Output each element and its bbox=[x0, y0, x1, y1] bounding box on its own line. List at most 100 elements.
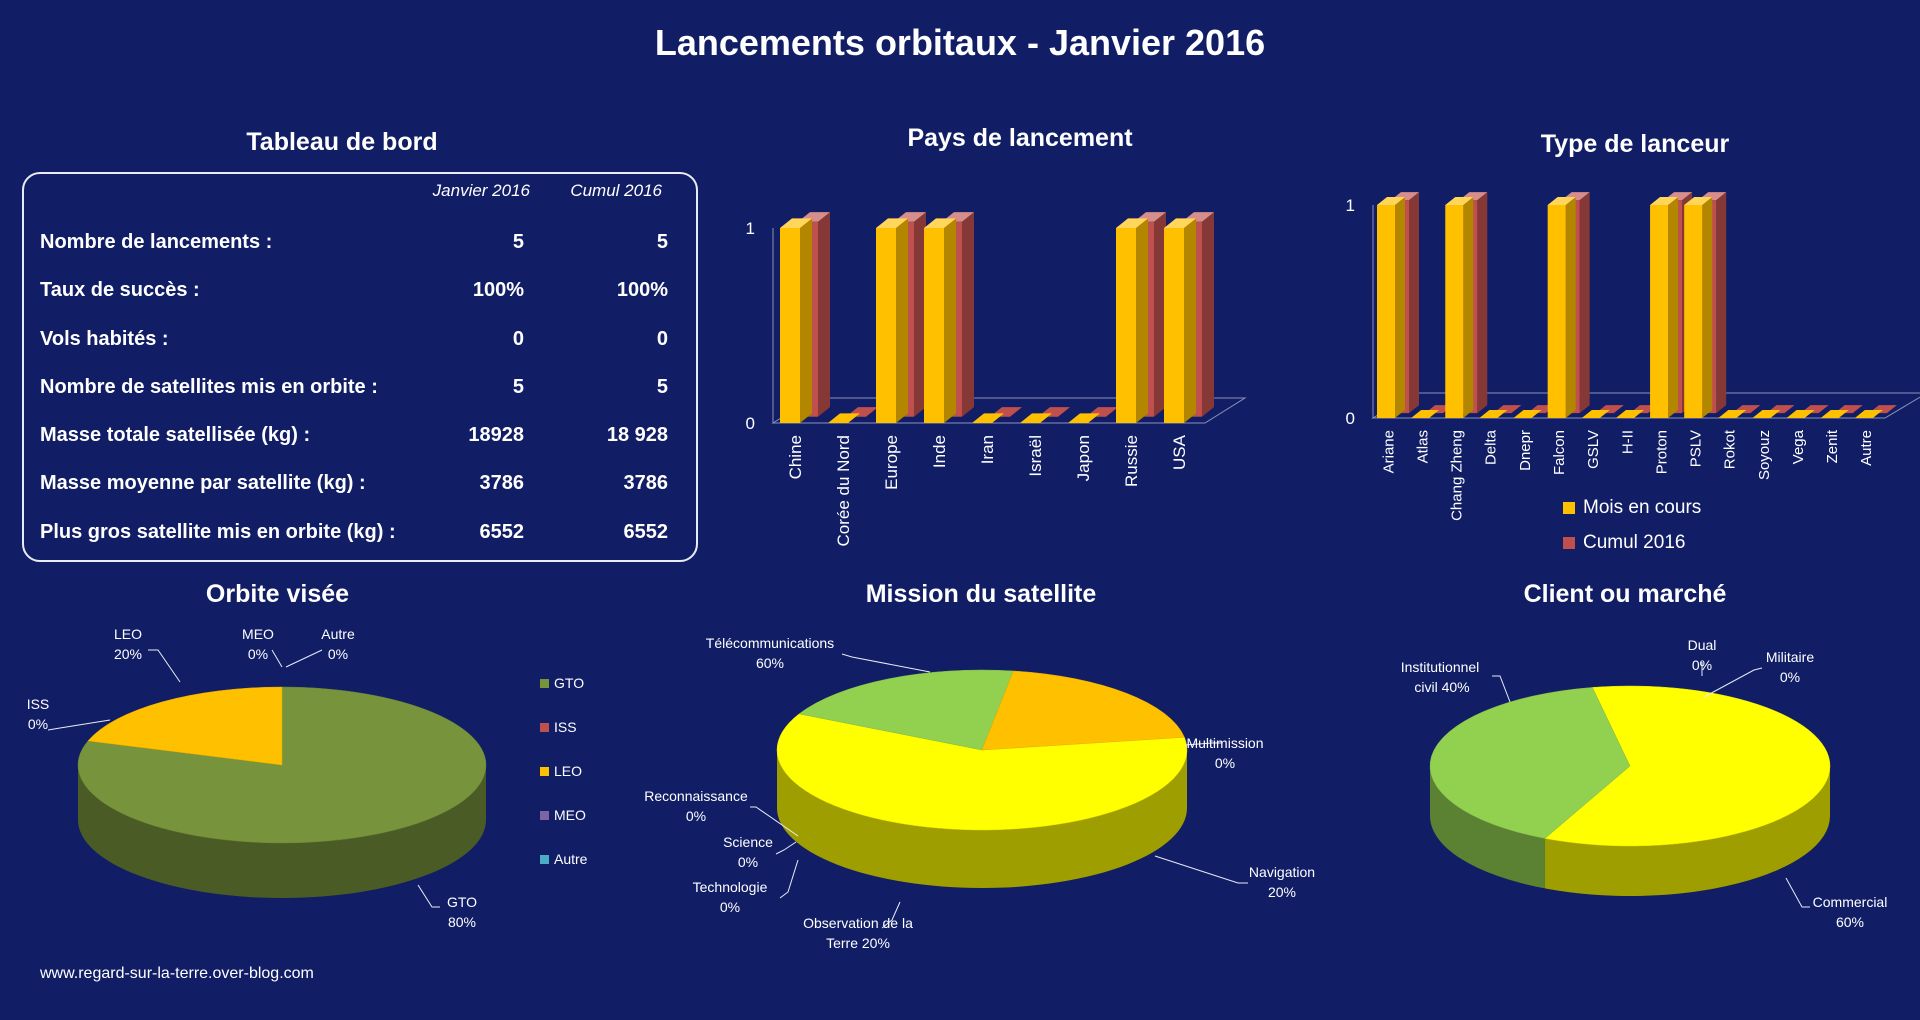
slice-label: Dual bbox=[1688, 637, 1717, 653]
slice-label: Institutionnel bbox=[1401, 659, 1480, 675]
row-jan-value: 18928 bbox=[468, 424, 524, 446]
pie-slice bbox=[776, 713, 1188, 831]
x-tick-label: Rokot bbox=[1722, 429, 1739, 469]
bar bbox=[1854, 410, 1883, 418]
x-tick-label: Autre bbox=[1858, 430, 1875, 466]
bar-side bbox=[1463, 197, 1474, 418]
slice-label: Multimission bbox=[1186, 735, 1263, 751]
bar-front bbox=[780, 228, 800, 423]
slice-percent: 20% bbox=[114, 646, 142, 662]
bar-front bbox=[1164, 228, 1184, 423]
bar-side bbox=[818, 212, 830, 417]
x-tick-label: Corée du Nord bbox=[834, 435, 853, 547]
bar bbox=[924, 218, 956, 423]
row-cumul-value: 100% bbox=[616, 279, 668, 301]
leader-line bbox=[271, 649, 283, 668]
bar bbox=[1547, 197, 1576, 418]
bar-side bbox=[914, 212, 926, 417]
dashboard-row: Nombre de lancements : 5 5 bbox=[40, 231, 670, 261]
dashboard-title: Tableau de bord bbox=[246, 128, 438, 156]
bar bbox=[1116, 218, 1148, 423]
slice-label: Technologie bbox=[693, 879, 768, 895]
x-tick-label: Russie bbox=[1122, 435, 1141, 487]
slice-percent: 0% bbox=[738, 854, 758, 870]
dashboard-row: Nombre de satellites mis en orbite : 5 5 bbox=[40, 376, 670, 406]
x-tick-label: Israël bbox=[1026, 435, 1045, 477]
slice-label: Science bbox=[723, 834, 773, 850]
slice-percent: 60% bbox=[756, 655, 784, 671]
x-tick-label: USA bbox=[1170, 434, 1189, 470]
legend-swatch bbox=[540, 723, 549, 732]
row-jan-value: 6552 bbox=[479, 521, 525, 543]
row-label: Nombre de satellites mis en orbite : bbox=[40, 376, 378, 398]
slice-percent: 0% bbox=[1780, 669, 1800, 685]
bar bbox=[1786, 410, 1815, 418]
row-cumul-value: 3786 bbox=[623, 472, 669, 494]
bar-front bbox=[1116, 228, 1136, 423]
bar-zero bbox=[828, 413, 860, 423]
y-tick-label: 0 bbox=[746, 414, 755, 433]
x-tick-label: GSLV bbox=[1585, 430, 1602, 469]
bar-top bbox=[1547, 197, 1576, 205]
slice-label: Commercial bbox=[1813, 894, 1888, 910]
row-cumul-value: 5 bbox=[656, 231, 668, 253]
bar-top bbox=[1164, 218, 1196, 228]
y-tick-label: 0 bbox=[1346, 409, 1355, 428]
legend-label: Mois en cours bbox=[1583, 497, 1701, 518]
bar-top bbox=[1116, 218, 1148, 228]
slice-percent: 0% bbox=[28, 716, 48, 732]
page-title: Lancements orbitaux - Janvier 2016 bbox=[654, 22, 1266, 63]
legend-label: ISS bbox=[554, 719, 577, 735]
bar-zero bbox=[1752, 410, 1781, 418]
bar-front bbox=[876, 228, 896, 423]
orbite-pie-chart: GTO 80% ISS 0% LEO 20% MEO 0% Autre 0% GTO ISS LEO ME… bbox=[27, 626, 588, 930]
bar-zero bbox=[1581, 410, 1610, 418]
leader-line bbox=[881, 901, 901, 929]
leader-line bbox=[1184, 742, 1222, 746]
leader-line bbox=[750, 806, 799, 837]
bar-top bbox=[876, 218, 908, 228]
bar-side bbox=[1202, 212, 1214, 417]
bar-top bbox=[1445, 197, 1474, 205]
legend-swatch bbox=[540, 679, 549, 688]
x-tick-label: Proton bbox=[1653, 430, 1670, 474]
bar bbox=[1820, 410, 1849, 418]
leader-line bbox=[417, 884, 440, 908]
pie-slice bbox=[981, 670, 1185, 751]
bar bbox=[1615, 410, 1644, 418]
bar bbox=[1581, 410, 1610, 418]
bar-side bbox=[1579, 192, 1590, 414]
pie-side bbox=[1544, 766, 1830, 896]
bar bbox=[1068, 413, 1100, 423]
slice-label: Navigation bbox=[1249, 864, 1315, 880]
bar-zero bbox=[1068, 413, 1100, 423]
row-label: Plus gros satellite mis en orbite (kg) : bbox=[40, 521, 396, 543]
legend-swatch bbox=[540, 855, 549, 864]
bar-side bbox=[1668, 197, 1679, 418]
row-jan-value: 5 bbox=[512, 231, 524, 253]
x-tick-label: Delta bbox=[1483, 429, 1500, 465]
row-jan-value: 100% bbox=[472, 279, 524, 301]
dashboard-col1-header: Janvier 2016 bbox=[432, 181, 530, 200]
bar-top bbox=[1650, 197, 1679, 205]
bar-side bbox=[1395, 197, 1405, 418]
x-tick-label: Soyouz bbox=[1756, 430, 1773, 480]
lanceur-bar-chart: 0 1 Ariane Atlas Chang Zheng Delta Dnepr Falcon… bbox=[1346, 192, 1920, 553]
bar bbox=[1445, 197, 1474, 418]
legend-label: Cumul 2016 bbox=[1583, 532, 1685, 553]
bar-side bbox=[1184, 218, 1196, 423]
bar-side bbox=[1154, 212, 1166, 417]
x-tick-label: Europe bbox=[882, 435, 901, 490]
x-tick-label: Dnepr bbox=[1517, 430, 1534, 471]
slice-label: Autre bbox=[321, 626, 355, 642]
slice-percent: 0% bbox=[1692, 657, 1712, 673]
chart-title-lanceur: Type de lanceur bbox=[1540, 130, 1730, 158]
bar-side bbox=[896, 218, 908, 423]
bar-side bbox=[1409, 192, 1419, 414]
slice-label: MEO bbox=[242, 626, 274, 642]
row-label: Vols habités : bbox=[40, 328, 169, 350]
bar-top bbox=[780, 218, 812, 228]
x-tick-label: Vega bbox=[1790, 429, 1807, 464]
x-tick-label: Zenit bbox=[1824, 429, 1841, 463]
x-tick-label: Chang Zheng bbox=[1449, 430, 1466, 521]
